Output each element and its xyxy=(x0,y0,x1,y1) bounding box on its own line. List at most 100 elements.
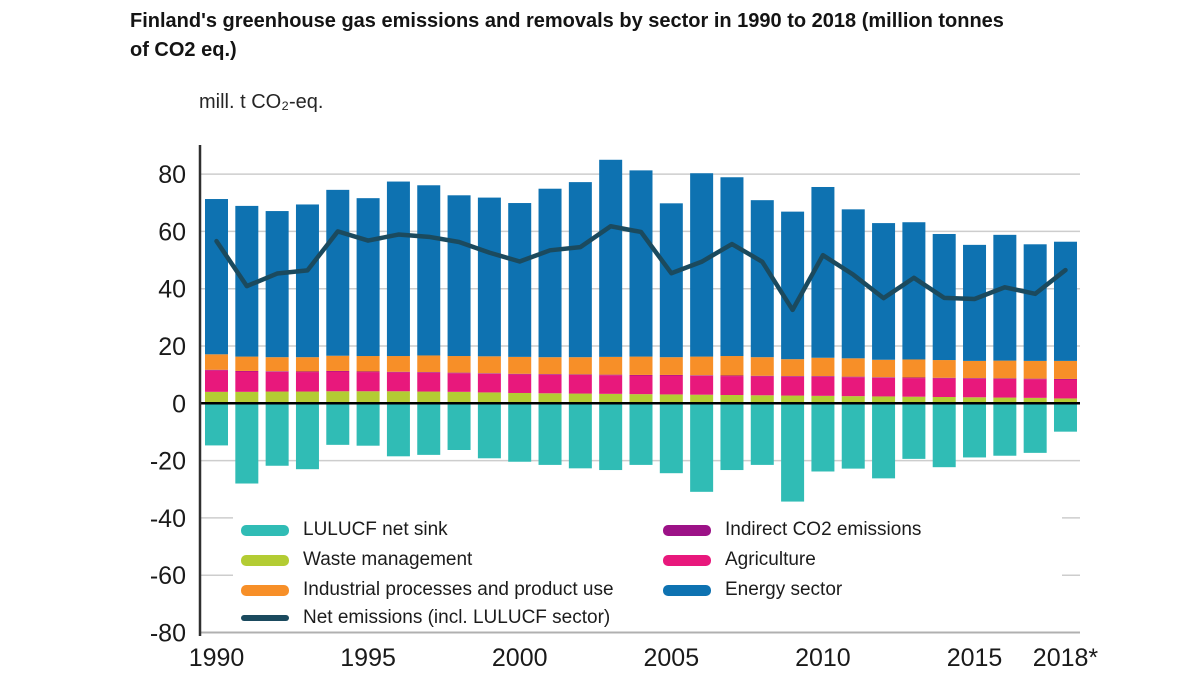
bar-segment-waste xyxy=(872,396,896,404)
page-title-line-2: of CO2 eq.) xyxy=(130,39,237,61)
bar-segment-agriculture xyxy=(720,376,744,395)
bar-segment-lulucf xyxy=(932,403,956,468)
bar-segment-energy xyxy=(659,203,683,358)
bar-segment-indirect xyxy=(872,377,896,378)
bar-segment-ippu xyxy=(1023,360,1047,379)
bar-segment-lulucf xyxy=(993,403,1017,456)
bar-segment-ippu xyxy=(538,357,562,375)
bar-segment-energy xyxy=(690,173,714,357)
bar-segment-lulucf xyxy=(1053,403,1077,432)
ippu-swatch-icon xyxy=(241,584,289,596)
bar-segment-ippu xyxy=(508,356,532,374)
bar-segment-indirect xyxy=(811,376,835,377)
bar-segment-waste xyxy=(205,391,228,404)
bar-segment-energy xyxy=(750,200,774,358)
x-tick-label: 1995 xyxy=(340,644,396,672)
bar-segment-ippu xyxy=(1053,360,1077,379)
bar-segment-indirect xyxy=(599,374,623,376)
bar-segment-ippu xyxy=(356,356,380,372)
bar-segment-ippu xyxy=(417,355,441,373)
bar-segment-waste xyxy=(720,394,744,404)
bar-segment-lulucf xyxy=(568,403,592,469)
bar-segment-energy xyxy=(599,159,623,357)
bar-segment-lulucf xyxy=(295,403,319,470)
bar-segment-lulucf xyxy=(356,403,380,446)
bar-segment-waste xyxy=(568,393,592,404)
bar-segment-indirect xyxy=(417,372,441,373)
bar-segment-energy xyxy=(1023,244,1047,361)
legend-item-agriculture: Agriculture xyxy=(663,545,816,575)
bar-segment-lulucf xyxy=(235,403,259,484)
bar-segment-agriculture xyxy=(508,374,532,393)
waste-swatch-icon xyxy=(241,554,289,566)
bar-segment-waste xyxy=(811,395,835,404)
bar-segment-ippu xyxy=(386,356,410,372)
legend-item-energy-sector: Energy sector xyxy=(663,575,842,605)
y-tick-label: 0 xyxy=(172,390,186,418)
legend-label: Waste management xyxy=(303,549,473,570)
bar-segment-ippu xyxy=(932,360,956,378)
bar-segment-ippu xyxy=(720,356,744,376)
bar-segment-energy xyxy=(841,209,865,359)
y-tick-label: 40 xyxy=(158,276,186,304)
bar-segment-indirect xyxy=(690,375,714,376)
bar-segment-lulucf xyxy=(1023,403,1047,453)
y-tick-label: 80 xyxy=(158,161,186,189)
bar-segment-ippu xyxy=(781,359,805,377)
bar-segment-agriculture xyxy=(386,372,410,392)
bar-segment-lulucf xyxy=(447,403,471,450)
bar-segment-agriculture xyxy=(841,377,865,397)
bar-segment-ippu xyxy=(872,359,896,378)
bar-segment-indirect xyxy=(205,369,228,371)
bar-segment-ippu xyxy=(326,355,350,371)
bar-segment-lulucf xyxy=(659,403,683,474)
bar-segment-energy xyxy=(417,185,441,356)
net-emissions-line-swatch-icon xyxy=(241,615,289,621)
legend-item-lulucf-net-sink: LULUCF net sink xyxy=(241,515,448,545)
legend-label: Industrial processes and product use xyxy=(303,579,614,600)
bar-segment-indirect xyxy=(963,378,987,379)
bar-segment-indirect xyxy=(235,370,259,372)
x-tick-label: 2010 xyxy=(795,644,851,672)
bar-segment-indirect xyxy=(265,371,289,372)
lulucf-swatch-icon xyxy=(241,524,289,536)
bar-segment-energy xyxy=(265,211,289,358)
bar-segment-agriculture xyxy=(659,375,683,395)
agriculture-swatch-icon xyxy=(663,554,711,566)
bar-segment-lulucf xyxy=(963,403,987,458)
bar-segment-energy xyxy=(326,189,350,356)
bar-segment-agriculture xyxy=(538,374,562,394)
bar-segment-ippu xyxy=(599,356,623,375)
bar-segment-agriculture xyxy=(811,376,835,396)
indirect-co2-swatch-icon xyxy=(663,524,711,536)
bar-segment-indirect xyxy=(932,377,956,379)
bar-segment-waste xyxy=(326,391,350,404)
bar-segment-indirect xyxy=(629,374,653,376)
x-tick-label: 2000 xyxy=(492,644,548,672)
bar-segment-ippu xyxy=(902,359,926,378)
bar-segment-waste xyxy=(932,396,956,404)
bar-segment-indirect xyxy=(841,376,865,378)
bar-segment-waste xyxy=(295,391,319,404)
bar-segment-indirect xyxy=(1053,378,1077,380)
bar-segment-agriculture xyxy=(205,370,228,392)
bar-segment-lulucf xyxy=(417,403,441,455)
bar-segment-waste xyxy=(235,391,259,404)
legend-label: Agriculture xyxy=(725,549,816,570)
bar-segment-lulucf xyxy=(781,403,805,502)
bar-segment-indirect xyxy=(750,375,774,377)
bar-segment-energy xyxy=(477,197,501,357)
y-tick-label: 20 xyxy=(158,333,186,361)
bar-segment-indirect xyxy=(326,370,350,372)
bar-segment-agriculture xyxy=(417,372,441,392)
x-tick-label: 2018* xyxy=(1033,644,1099,672)
bar-segment-agriculture xyxy=(326,371,350,392)
bar-segment-agriculture xyxy=(356,372,380,392)
bar-segment-indirect xyxy=(720,375,744,377)
y-tick-label: -80 xyxy=(150,620,186,648)
bar-segment-energy xyxy=(356,198,380,357)
bar-segment-waste xyxy=(356,391,380,404)
bar-segment-agriculture xyxy=(1023,379,1047,398)
bar-segment-agriculture xyxy=(750,376,774,396)
